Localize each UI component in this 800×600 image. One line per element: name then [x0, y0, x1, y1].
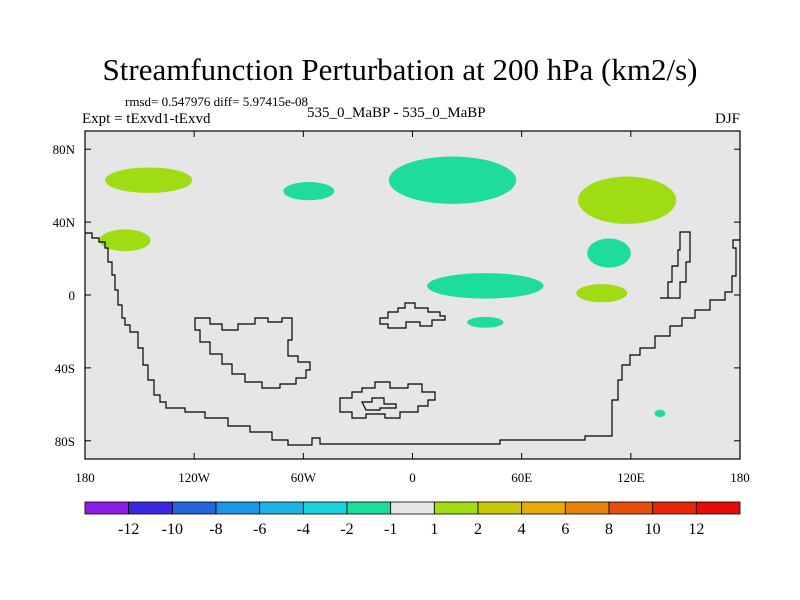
contour-regions — [99, 156, 677, 418]
colorbar-label: -12 — [118, 521, 139, 538]
colorbar-label: 4 — [518, 521, 526, 538]
x-tick-label: 120W — [178, 470, 211, 485]
colorbar-swatch — [215, 501, 261, 515]
contour-region-1 — [105, 167, 193, 193]
coastline-east-asia — [660, 231, 691, 299]
coastline-southern-lake — [361, 397, 397, 411]
stats-label: rmsd= 0.547976 diff= 5.97415e-08 — [125, 94, 309, 109]
y-tick-label: 80N — [53, 142, 76, 157]
colorbar-swatch — [695, 501, 741, 515]
colorbar-label: 6 — [561, 521, 569, 538]
contour-region-3 — [283, 182, 335, 201]
colorbar-swatch — [171, 501, 217, 515]
y-tick-label: 40N — [53, 215, 76, 230]
colorbar-swatch — [302, 501, 348, 515]
y-tick-label: 0 — [69, 288, 76, 303]
colorbar-swatch — [521, 501, 566, 515]
contour-region-10 — [654, 409, 666, 418]
contour-region-5 — [578, 176, 677, 224]
contour-region-2 — [99, 229, 151, 252]
x-tick-label: 60W — [291, 470, 317, 485]
coastline-americas — [85, 232, 740, 446]
coastline-south-america-east — [194, 317, 311, 389]
colorbar-label: 10 — [645, 521, 661, 538]
colorbar-label: -1 — [384, 521, 397, 538]
coastlines — [85, 231, 740, 446]
season-label: DJF — [714, 111, 740, 127]
x-tick-label: 180 — [75, 470, 95, 485]
colorbar-swatch — [84, 501, 130, 515]
chart-title: Streamfunction Perturbation at 200 hPa (… — [102, 52, 698, 87]
x-tick-label: 180 — [730, 470, 750, 485]
colorbar-swatch — [477, 501, 523, 515]
colorbar-label: 1 — [430, 521, 438, 538]
contour-region-6 — [587, 238, 631, 268]
colorbar-swatch — [564, 501, 610, 515]
colorbar-swatch — [390, 501, 435, 515]
x-tick-label: 120E — [617, 470, 645, 485]
x-tick-label: 60E — [511, 470, 532, 485]
colorbar-swatch — [346, 501, 392, 515]
axis-ticks: 180 120W 60W 0 60E 120E 180 80N 40N 0 40S 80S — [53, 131, 750, 485]
colorbar-swatch — [433, 501, 479, 515]
y-tick-label: 40S — [55, 361, 75, 376]
contour-region-4 — [388, 156, 517, 204]
coastline-southern-island — [339, 381, 436, 419]
colorbar: -12 -10 -8 -6 -4 -2 -1 1 2 4 6 8 10 12 — [84, 501, 741, 538]
colorbar-label: -10 — [162, 521, 183, 538]
colorbar-swatch — [259, 501, 304, 515]
x-tick-label: 0 — [409, 470, 416, 485]
y-tick-label: 80S — [55, 434, 75, 449]
colorbar-label: -6 — [253, 521, 266, 538]
coastline-africa — [379, 302, 446, 329]
contour-region-7 — [427, 273, 544, 299]
colorbar-swatch — [608, 501, 654, 515]
contour-region-8 — [576, 284, 628, 303]
colorbar-swatch — [652, 501, 697, 515]
case-label: 535_0_MaBP - 535_0_MaBP — [307, 105, 486, 121]
colorbar-label: 12 — [688, 521, 704, 538]
colorbar-label: 2 — [474, 521, 482, 538]
colorbar-label: -4 — [297, 521, 310, 538]
colorbar-label: 8 — [605, 521, 613, 538]
contour-region-9 — [467, 316, 504, 328]
experiment-label: Expt = tExvd1-tExvd — [82, 111, 211, 127]
colorbar-label: -2 — [340, 521, 353, 538]
colorbar-swatch — [128, 501, 173, 515]
colorbar-label: -8 — [209, 521, 222, 538]
